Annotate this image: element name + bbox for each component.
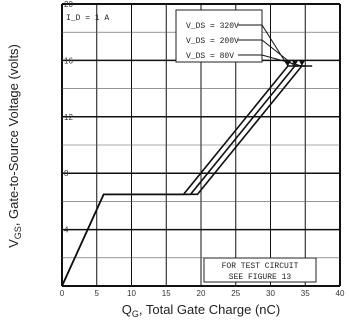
series-label-200v: V_DS = 200V [186,37,239,46]
series-label-320v: V_DS = 320V [186,22,239,31]
x-tick-label: 10 [127,289,136,298]
series-line-1 [61,65,306,287]
leader-line-0 [238,24,289,67]
leader-arrow-1 [291,60,298,67]
leader-line-1 [238,39,296,67]
series-label-leaders [238,24,305,67]
y-tick-label: 4 [64,226,69,235]
series-line-2 [61,65,313,287]
x-tick-label: 5 [95,289,100,298]
x-tick-label: 20 [197,289,206,298]
x-tick-label: 40 [336,289,345,298]
x-tick-label: 30 [266,289,275,298]
x-tick-label: 0 [60,289,65,298]
y-tick-label: 20 [64,0,73,9]
x-tick-labels: 0 5 10 15 20 25 30 35 40 [60,289,345,298]
y-tick-label: 8 [64,169,69,178]
series-line-0 [61,65,299,287]
test-circuit-line2: SEE FIGURE 13 [229,273,292,282]
leader-line-2 [238,54,302,67]
y-axis-label: VGS, Gate-to-Source Voltage (volts) [6,44,23,248]
leader-arrow-2 [298,60,305,67]
series-label-80v: V_DS = 80V [186,52,234,61]
y-tick-label: 12 [64,113,73,122]
series-label-box [175,9,263,63]
test-circuit-box [203,257,317,283]
x-tick-label: 25 [231,289,240,298]
series-lines [61,65,313,287]
x-axis-label: QG, Total Gate Charge (nC) [122,302,281,319]
condition-annotation: I_D = 1 A [66,14,109,23]
y-tick-labels: 4 8 12 16 20 [64,0,73,235]
x-tick-label: 15 [162,289,171,298]
test-circuit-line1: FOR TEST CIRCUIT [222,262,299,271]
x-tick-label: 35 [301,289,310,298]
y-tick-label: 16 [64,56,73,65]
